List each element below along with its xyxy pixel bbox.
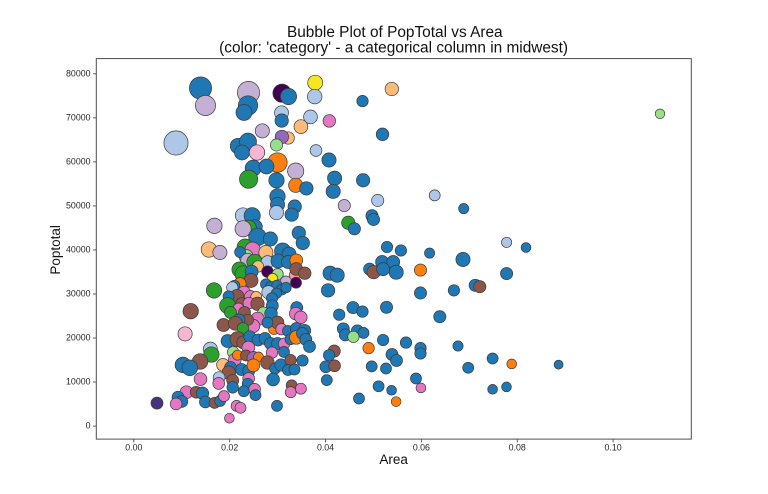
svg-text:0.10: 0.10 <box>605 443 622 453</box>
svg-text:Area: Area <box>379 452 408 467</box>
svg-text:80000: 80000 <box>66 68 91 78</box>
svg-text:(color: 'category' - a categor: (color: 'category' - a categorical colum… <box>219 40 568 57</box>
svg-text:0.08: 0.08 <box>509 443 526 453</box>
svg-text:20000: 20000 <box>66 333 91 343</box>
svg-text:40000: 40000 <box>66 245 91 255</box>
svg-text:0.04: 0.04 <box>317 443 334 453</box>
svg-text:0.06: 0.06 <box>413 443 430 453</box>
svg-text:0.02: 0.02 <box>221 443 238 453</box>
svg-text:0: 0 <box>86 421 91 431</box>
svg-text:Poptotal: Poptotal <box>48 225 63 275</box>
svg-text:60000: 60000 <box>66 156 91 166</box>
svg-text:50000: 50000 <box>66 201 91 211</box>
svg-text:0.00: 0.00 <box>125 443 142 453</box>
svg-text:30000: 30000 <box>66 289 91 299</box>
svg-text:70000: 70000 <box>66 112 91 122</box>
svg-text:Bubble Plot of PopTotal vs Are: Bubble Plot of PopTotal vs Area <box>287 24 503 41</box>
svg-text:10000: 10000 <box>66 377 91 387</box>
